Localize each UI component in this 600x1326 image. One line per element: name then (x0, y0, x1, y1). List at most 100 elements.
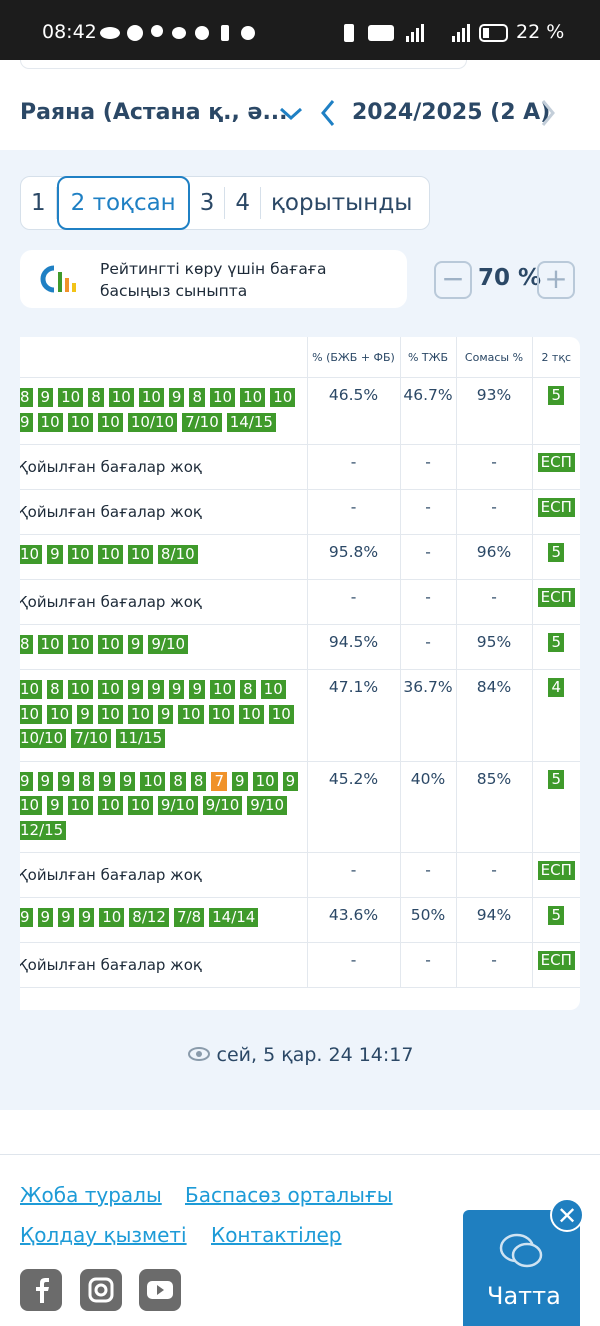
grade[interactable]: 10 (127, 545, 153, 564)
grade[interactable]: 7/10 (71, 729, 111, 748)
grade[interactable]: 8/12 (129, 908, 169, 927)
grade[interactable]: 10 (138, 388, 164, 407)
grade[interactable]: 10 (252, 771, 278, 791)
grade[interactable]: 10 (270, 388, 296, 407)
grade[interactable]: 10 (67, 545, 93, 564)
grade[interactable]: 8 (240, 680, 256, 699)
grade[interactable]: 14/15 (226, 412, 276, 432)
grade[interactable]: 10/10 (20, 729, 67, 748)
grade[interactable]: 7/8 (173, 908, 205, 927)
next-year[interactable] (538, 98, 558, 128)
grade[interactable]: 10 (97, 412, 123, 432)
tab[interactable]: 4 (225, 187, 262, 219)
grade[interactable]: 9 (37, 388, 54, 407)
tab[interactable]: қорытынды (271, 190, 413, 216)
grade[interactable]: 9 (189, 680, 206, 699)
grade[interactable]: 10 (67, 796, 93, 815)
rating-box[interactable]: Рейтингті көру үшін бағаға басыңыз сынып… (20, 250, 407, 308)
grade[interactable]: 9 (232, 771, 248, 791)
grade[interactable]: 9/10 (148, 635, 189, 654)
grade[interactable]: 8 (88, 388, 104, 407)
grade[interactable]: 7/10 (182, 412, 222, 432)
grade[interactable]: 10 (240, 388, 266, 407)
zoom-out[interactable]: − (434, 261, 472, 299)
grade[interactable]: 8 (170, 771, 186, 791)
grade[interactable]: 10 (108, 388, 134, 407)
dropdown-icon[interactable] (278, 104, 304, 124)
grade[interactable]: 7 (211, 771, 228, 791)
grade[interactable]: 10 (127, 796, 153, 815)
grade[interactable]: 8/10 (157, 545, 198, 564)
grade[interactable]: 10 (140, 771, 166, 791)
chat-close[interactable]: ✕ (550, 1198, 584, 1232)
grade[interactable]: 8 (190, 771, 207, 791)
grade[interactable]: 9 (157, 704, 174, 724)
grade[interactable]: 8 (20, 635, 33, 654)
zoom-in[interactable]: + (537, 261, 575, 299)
grade[interactable]: 9 (20, 412, 33, 432)
grade[interactable]: 8 (20, 388, 33, 407)
facebook[interactable] (20, 1269, 62, 1311)
grade[interactable]: 9 (47, 545, 63, 564)
grade[interactable]: 9 (168, 680, 185, 699)
grade[interactable]: 9/10 (157, 796, 198, 815)
grade[interactable]: 10 (260, 680, 286, 699)
grade[interactable]: 10 (178, 704, 204, 724)
grade[interactable]: 10 (47, 704, 73, 724)
footer-link[interactable]: Қолдау қызметі (20, 1223, 187, 1247)
grade[interactable]: 9 (58, 908, 74, 927)
grade[interactable]: 10 (210, 680, 236, 699)
tab[interactable]: 1 (21, 187, 57, 219)
grade[interactable]: 9 (168, 388, 185, 407)
grade[interactable]: 10 (67, 680, 93, 699)
grade[interactable]: 9 (20, 908, 33, 927)
grade[interactable]: 9 (37, 771, 54, 791)
grade[interactable]: 9 (78, 908, 95, 927)
grade[interactable]: 8 (78, 771, 95, 791)
grade[interactable]: 9 (282, 771, 299, 791)
grade[interactable]: 10/10 (127, 412, 178, 432)
grade[interactable]: 10 (37, 635, 63, 654)
grade[interactable]: 10 (208, 704, 234, 724)
grade[interactable]: 10 (97, 704, 123, 724)
grade[interactable]: 8 (47, 680, 63, 699)
footer-link[interactable]: Баспасөз орталығы (185, 1183, 393, 1207)
instagram[interactable] (80, 1269, 122, 1311)
grade[interactable]: 10 (97, 635, 123, 654)
student-select[interactable]: Раяна (Астана қ., ә... (20, 100, 288, 125)
grade[interactable]: 10 (58, 388, 84, 407)
grade[interactable]: 11/15 (115, 729, 166, 748)
grade[interactable]: 9 (47, 796, 63, 815)
grade[interactable]: 10 (97, 680, 123, 699)
grade[interactable]: 9 (37, 908, 54, 927)
grade[interactable]: 10 (37, 412, 63, 432)
grade[interactable]: 10 (67, 412, 93, 432)
grade[interactable]: 9 (119, 771, 136, 791)
grade[interactable]: 9/10 (247, 796, 287, 815)
footer-link[interactable]: Жоба туралы (20, 1183, 162, 1207)
grade[interactable]: 10 (127, 704, 153, 724)
prev-year[interactable] (318, 98, 338, 128)
grade[interactable]: 10 (99, 908, 125, 927)
grade[interactable]: 9 (148, 680, 164, 699)
grade[interactable]: 12/15 (20, 820, 67, 840)
grade[interactable]: 9 (127, 680, 144, 699)
grade[interactable]: 9 (127, 635, 144, 654)
grade[interactable]: 10 (210, 388, 236, 407)
grade[interactable]: 14/14 (209, 908, 259, 927)
youtube[interactable] (139, 1269, 181, 1311)
grade[interactable]: 10 (20, 796, 43, 815)
grade[interactable]: 10 (97, 545, 123, 564)
grade[interactable]: 10 (67, 635, 93, 654)
grade[interactable]: 8 (189, 388, 206, 407)
grade[interactable]: 10 (20, 545, 43, 564)
tab[interactable]: 2 тоқсан (56, 176, 190, 230)
grade[interactable]: 10 (268, 704, 294, 724)
grade[interactable]: 10 (20, 704, 43, 724)
grade[interactable]: 10 (238, 704, 264, 724)
grade[interactable]: 9 (77, 704, 93, 724)
footer-link[interactable]: Контактілер (211, 1223, 342, 1247)
tab[interactable]: 3 (190, 187, 226, 219)
grade[interactable]: 10 (20, 680, 43, 699)
grade[interactable]: 9 (20, 771, 33, 791)
